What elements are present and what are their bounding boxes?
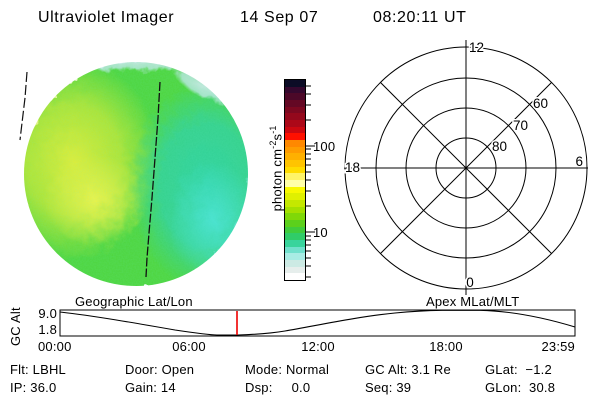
y-tick-1-8: 1.8 bbox=[38, 322, 57, 337]
colorbar-ticks bbox=[306, 85, 315, 278]
spoke-nw-se bbox=[380, 82, 552, 254]
status-seq: Seq: 39 bbox=[365, 380, 412, 395]
status-dsp: Dsp: 0.0 bbox=[245, 380, 311, 395]
status-door: Door: Open bbox=[125, 362, 195, 377]
apex-mlat-mlt-polar-grid: 12 18 6 0 80 70 60 bbox=[344, 39, 588, 295]
x-tick-0000: 00:00 bbox=[38, 339, 72, 354]
gc-alt-strip-chart bbox=[59, 309, 576, 337]
mlt-label-18: 18 bbox=[345, 160, 360, 175]
observation-date: 14 Sep 07 bbox=[240, 9, 319, 26]
mlat-label-70: 70 bbox=[513, 118, 528, 133]
unit-exponent-2: -1 bbox=[268, 125, 278, 134]
gc-alt-axis-label: GC Alt bbox=[8, 307, 23, 346]
status-gc-alt: GC Alt: 3.1 Re bbox=[365, 362, 451, 377]
x-tick-1800: 18:00 bbox=[429, 339, 463, 354]
y-tick-9: 9.0 bbox=[38, 306, 57, 321]
status-mode: Mode: Normal bbox=[245, 362, 330, 377]
mlat-label-60: 60 bbox=[533, 96, 548, 111]
apex-mlat-mlt-label: Apex MLat/MLT bbox=[426, 294, 520, 309]
unit-prefix: photon cm bbox=[269, 148, 285, 212]
colorbar-gradient bbox=[284, 79, 306, 281]
status-filter: Flt: LBHL bbox=[10, 362, 66, 377]
mlt-label-0: 0 bbox=[466, 275, 474, 290]
gc-alt-curve bbox=[59, 309, 576, 336]
mlt-label-6: 6 bbox=[575, 154, 583, 169]
x-tick-0600: 06:00 bbox=[172, 339, 206, 354]
terminator-line bbox=[145, 81, 161, 278]
unit-mid: s bbox=[269, 133, 285, 141]
mlt-label-12: 12 bbox=[469, 40, 484, 55]
geographic-latlon-label: Geographic Lat/Lon bbox=[75, 294, 193, 309]
uv-earth-disk-image bbox=[19, 62, 248, 286]
speckle-noise-overlay bbox=[24, 62, 248, 286]
strip-chart-frame bbox=[59, 309, 576, 337]
status-ip: IP: 36.0 bbox=[10, 380, 57, 395]
colorbar-tick-100: 100 bbox=[313, 139, 336, 154]
mlat-label-80: 80 bbox=[492, 139, 507, 154]
colorbar-tick-10: 10 bbox=[313, 225, 328, 240]
x-tick-2359: 23:59 bbox=[541, 339, 575, 354]
status-gain: Gain: 14 bbox=[125, 380, 176, 395]
status-glon: GLon: 30.8 bbox=[485, 380, 556, 395]
observation-time: 08:20:11 UT bbox=[373, 9, 467, 26]
app-title: Ultraviolet Imager bbox=[38, 9, 175, 26]
status-glat: GLat: −1.2 bbox=[485, 362, 552, 377]
x-tick-1200: 12:00 bbox=[301, 339, 335, 354]
limb-annotation-line bbox=[19, 71, 28, 141]
unit-exponent-1: -2 bbox=[268, 140, 278, 149]
